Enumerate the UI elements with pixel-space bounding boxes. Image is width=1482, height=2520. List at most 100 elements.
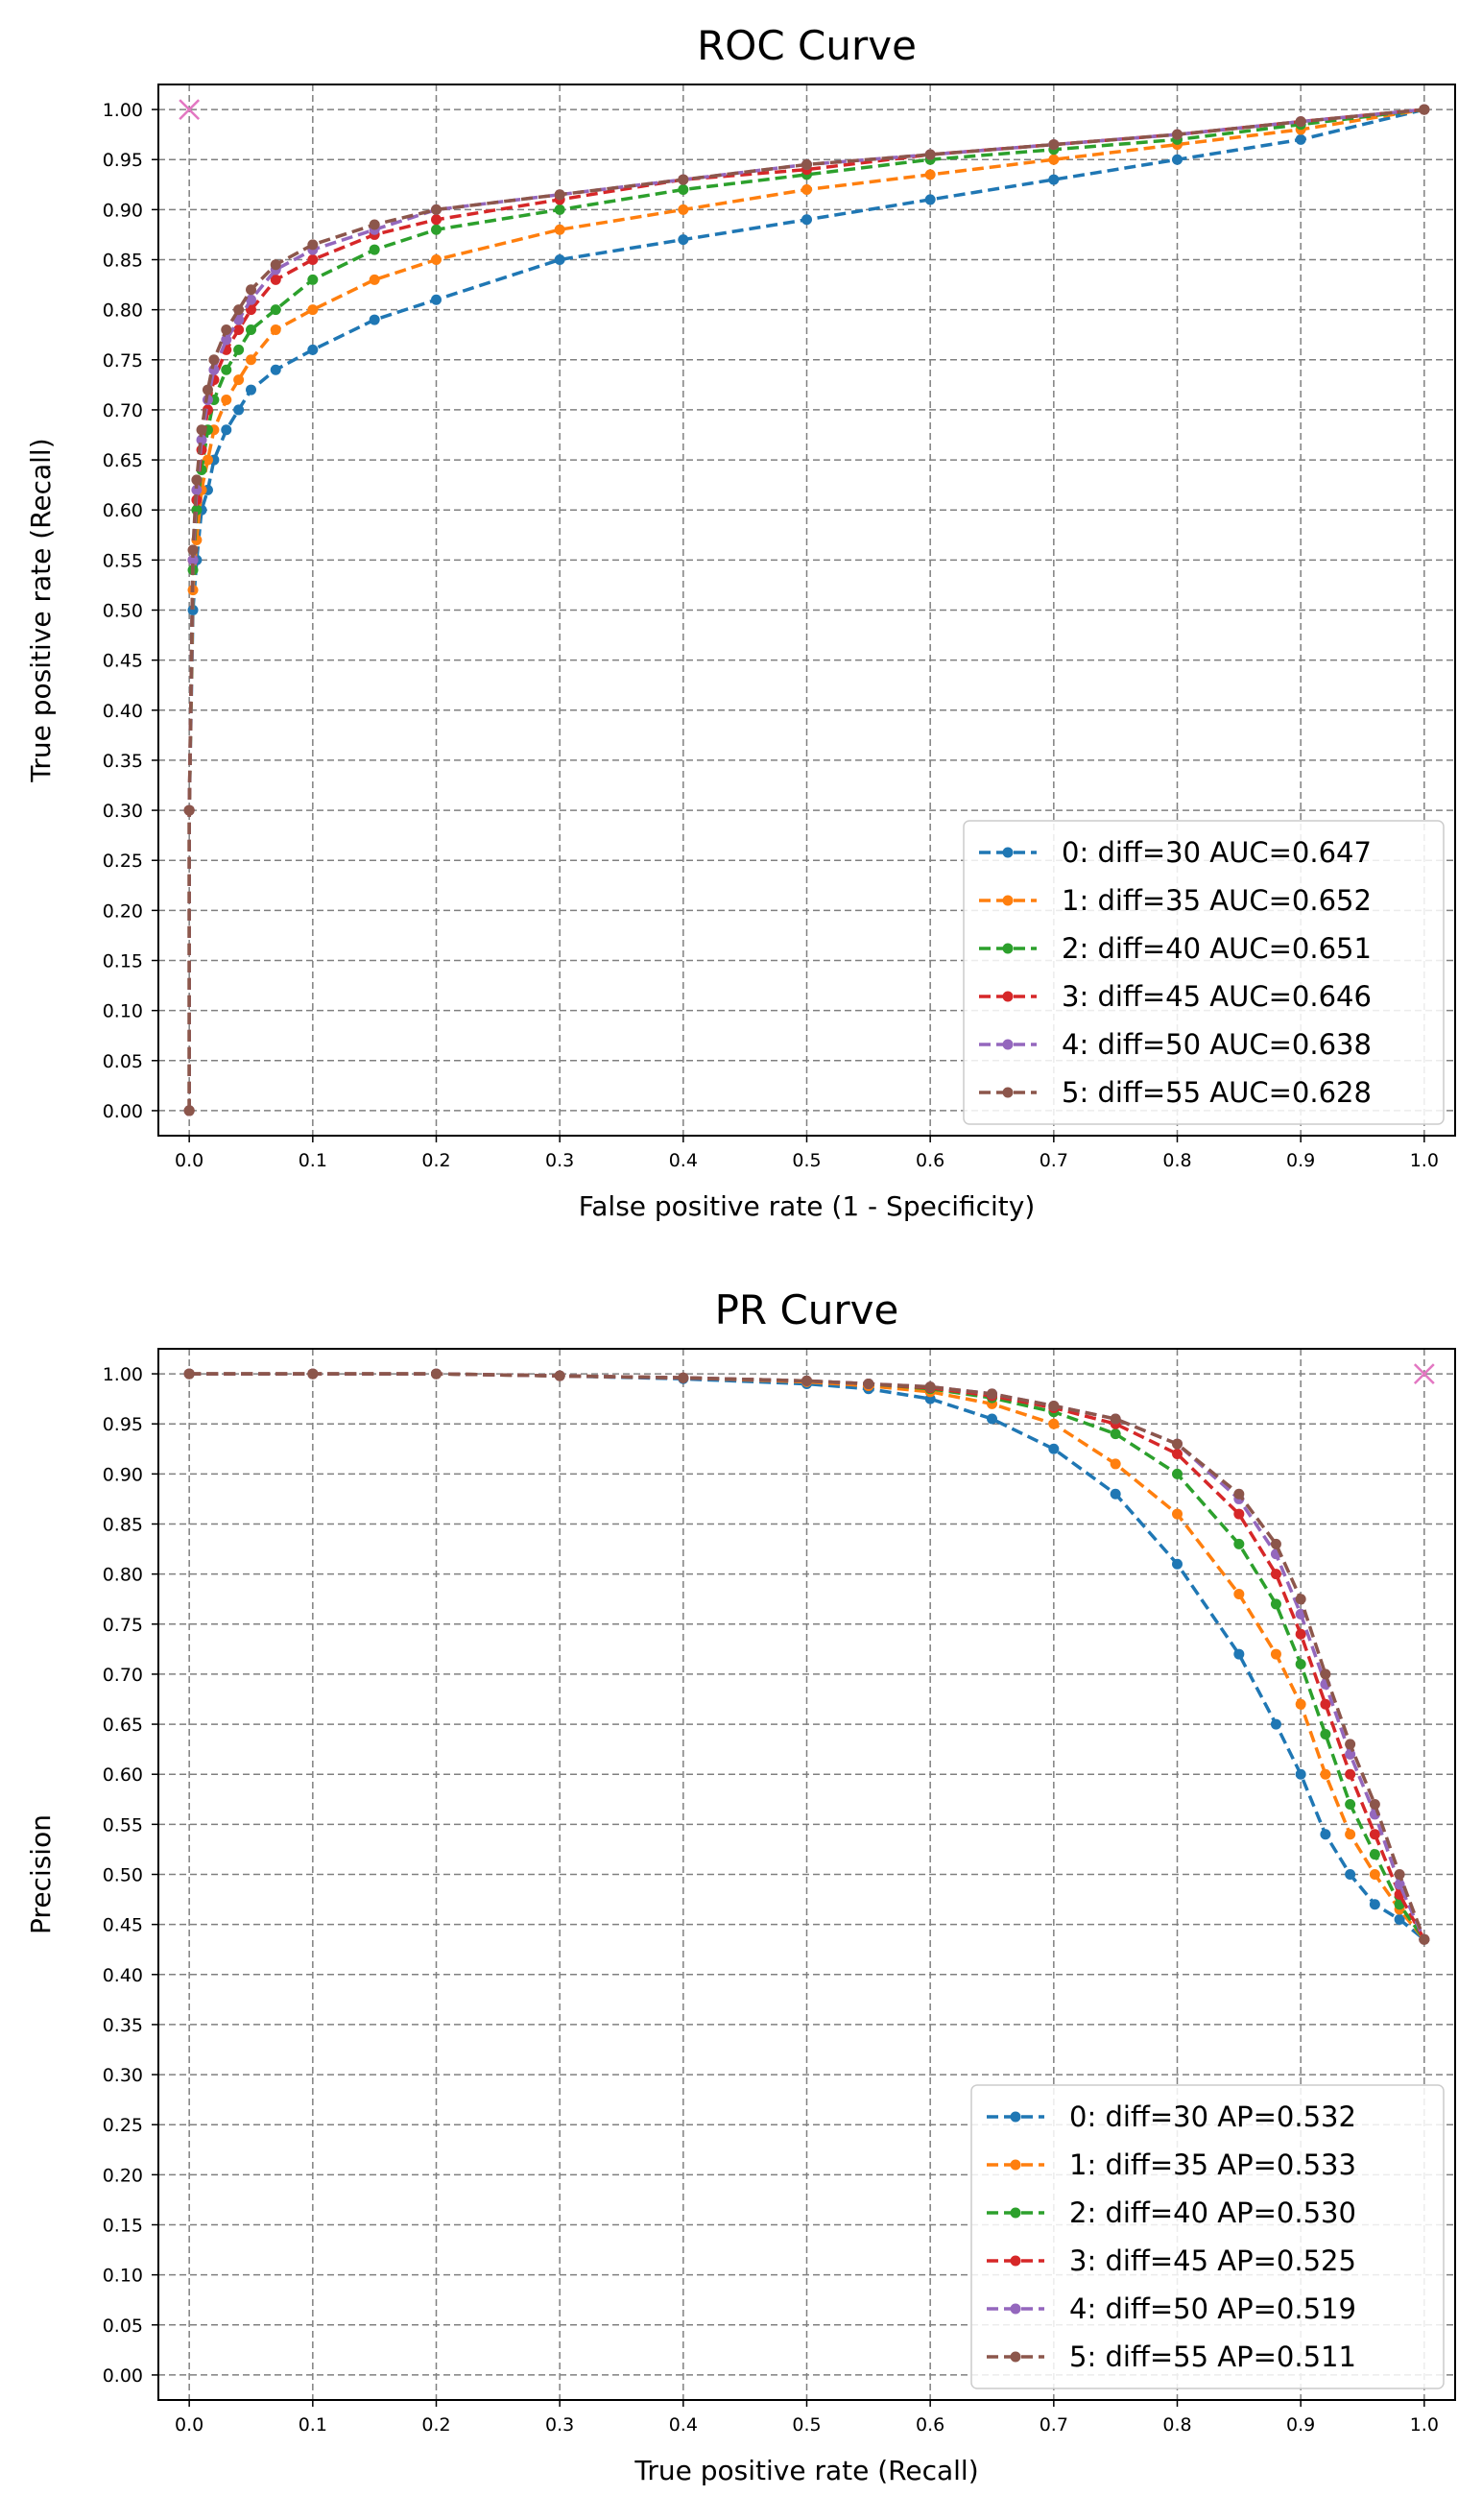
legend-swatch-marker: [1010, 2303, 1021, 2315]
x-axis-label: False positive rate (1 - Specificity): [579, 1190, 1036, 1222]
y-axis-label: True positive rate (Recall): [25, 438, 57, 782]
data-point: [554, 224, 565, 235]
x-tick-label: 0.6: [916, 2414, 944, 2436]
data-point: [183, 804, 195, 816]
data-point: [1172, 1468, 1183, 1479]
y-tick-label: 0.20: [103, 2165, 143, 2186]
data-point: [1110, 1488, 1121, 1500]
data-point: [1295, 1768, 1306, 1780]
data-point: [191, 484, 203, 495]
plot-frame: [157, 1348, 1456, 2401]
y-tick-label: 0.35: [103, 751, 143, 772]
legend: 0: diff=30 AUC=0.647 1: diff=35 AUC=0.652…: [963, 820, 1445, 1125]
data-point: [1345, 1869, 1356, 1880]
legend-entry: 0: diff=30 AP=0.532: [987, 2100, 1356, 2133]
y-tick-label: 0.90: [103, 200, 143, 221]
x-tick-label: 0.3: [545, 1150, 574, 1171]
x-tick-label: 0.3: [545, 2414, 574, 2436]
series-line: [187, 108, 1425, 1111]
data-point: [924, 1381, 936, 1393]
legend-label: 0: diff=30 AUC=0.647: [1062, 836, 1372, 869]
data-point: [1295, 1628, 1306, 1640]
y-tick-label: 0.85: [103, 251, 143, 272]
legend-entry: 5: diff=55 AP=0.511: [987, 2340, 1356, 2373]
data-point: [1295, 1698, 1306, 1710]
y-tick-label: 0.90: [103, 1464, 143, 1485]
data-point: [221, 395, 232, 405]
data-point: [270, 259, 281, 271]
data-point: [1270, 1648, 1281, 1660]
legend-label: 1: diff=35 AUC=0.652: [1062, 884, 1372, 917]
data-point: [678, 184, 689, 195]
data-point: [191, 474, 203, 486]
x-tick-label: 0.4: [669, 2414, 698, 2436]
data-point: [1345, 1829, 1356, 1840]
data-point: [801, 158, 812, 170]
legend-swatch-marker: [1002, 1039, 1014, 1050]
legend-entry: 3: diff=45 AUC=0.646: [979, 980, 1372, 1013]
y-tick-label: 0.10: [103, 2266, 143, 2287]
data-point: [431, 214, 442, 226]
data-point: [678, 174, 689, 185]
data-point: [233, 304, 245, 316]
data-point: [208, 354, 220, 366]
data-point: [1369, 1899, 1380, 1910]
x-tick-label: 0.9: [1286, 1150, 1315, 1171]
series-line: [187, 108, 1425, 1111]
data-point: [221, 364, 232, 375]
legend-swatch-marker: [1010, 2255, 1021, 2267]
plot-frame: [157, 84, 1456, 1137]
y-tick-label: 0.75: [103, 1615, 143, 1636]
data-point: [183, 1368, 195, 1380]
y-tick-label: 0.70: [103, 1665, 143, 1686]
series-5: [183, 1368, 1430, 1945]
legend-box: [963, 820, 1445, 1125]
data-point: [307, 239, 319, 251]
y-tick-label: 0.10: [103, 1001, 143, 1022]
legend-swatch-marker: [1002, 1087, 1014, 1098]
data-point: [801, 184, 812, 195]
legend-label: 5: diff=55 AP=0.511: [1069, 2340, 1356, 2373]
data-point: [678, 204, 689, 215]
data-point: [307, 304, 319, 316]
y-tick-label: 0.45: [103, 651, 143, 672]
data-point: [1419, 1933, 1430, 1945]
legend-swatch-marker: [1002, 991, 1014, 1002]
x-tick-label: 0.8: [1162, 1150, 1191, 1171]
data-point: [246, 324, 256, 335]
y-tick-label: 0.00: [103, 2365, 143, 2387]
legend-entry: 0: diff=30 AUC=0.647: [979, 836, 1372, 869]
data-point: [554, 204, 565, 215]
legend-box: [970, 2084, 1445, 2389]
legend-entry: 1: diff=35 AUC=0.652: [979, 884, 1372, 917]
data-point: [246, 354, 256, 366]
y-tick-label: 0.80: [103, 1565, 143, 1586]
y-tick-label: 0.45: [103, 1915, 143, 1936]
data-point: [554, 1370, 565, 1381]
y-tick-label: 0.40: [103, 1965, 143, 1986]
data-point: [369, 314, 380, 325]
series-line: [189, 1372, 1426, 1940]
data-point: [233, 324, 245, 335]
data-point: [1172, 1449, 1183, 1459]
data-point: [270, 274, 281, 285]
data-point: [1369, 1849, 1380, 1860]
data-point: [1110, 1413, 1121, 1425]
data-point: [1172, 129, 1183, 140]
data-point: [1419, 104, 1430, 115]
legend-label: 4: diff=50 AP=0.519: [1069, 2292, 1356, 2325]
legend-swatch-marker: [1002, 943, 1014, 954]
data-point: [1270, 1718, 1281, 1730]
y-tick-label: 0.60: [103, 1764, 143, 1786]
data-point: [987, 1388, 997, 1400]
x-tick-label: 0.8: [1162, 2414, 1191, 2436]
x-tick-label: 0.0: [175, 2414, 203, 2436]
x-tick-label: 0.9: [1286, 2414, 1315, 2436]
chart-title: ROC Curve: [697, 22, 917, 69]
y-tick-label: 0.80: [103, 300, 143, 322]
data-point: [924, 149, 936, 160]
y-tick-label: 0.25: [103, 2115, 143, 2136]
data-point: [1172, 1438, 1183, 1450]
data-point: [1369, 1829, 1380, 1840]
x-tick-label: 0.6: [916, 1150, 944, 1171]
